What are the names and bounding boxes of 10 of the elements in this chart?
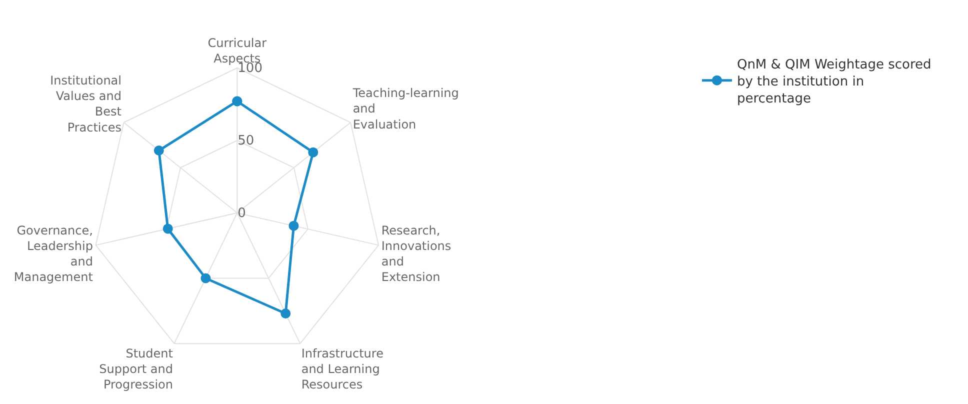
y-tick-label: 0: [238, 206, 246, 222]
spoke-label: Institutional Values and Best Practices: [50, 73, 122, 134]
y-tick-label: 50: [238, 134, 254, 149]
spoke-label: Teaching-learning and Evaluation: [352, 86, 459, 132]
spoke-label: Governance, Leadership and Management: [14, 223, 94, 284]
spoke-label: Research, Innovations and Extension: [381, 223, 452, 284]
spoke-label: Infrastructure and Learning Resources: [301, 346, 384, 392]
spoke-label: Student Support and Progression: [99, 346, 174, 392]
y-tick-label: 100: [238, 61, 262, 76]
legend-label: QnM & QIM Weightage scored by the institution in percentage: [736, 58, 932, 106]
